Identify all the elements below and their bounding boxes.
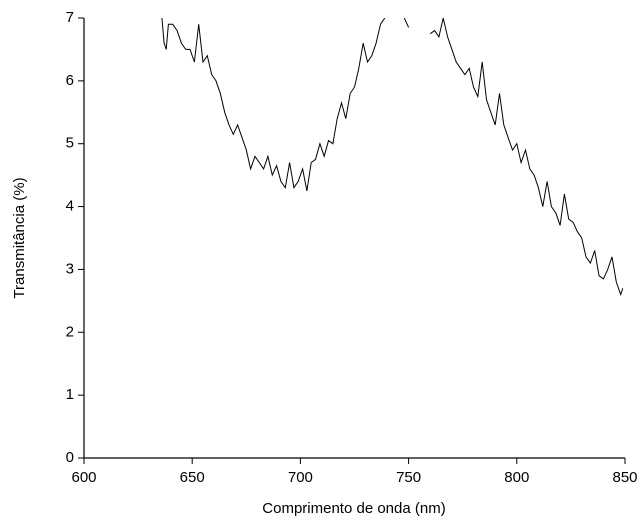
x-tick-label: 800 bbox=[504, 469, 529, 486]
x-tick-label: 650 bbox=[180, 469, 205, 486]
y-tick-label: 3 bbox=[66, 260, 74, 277]
x-tick-label: 850 bbox=[612, 469, 637, 486]
y-tick-label: 2 bbox=[66, 323, 74, 340]
x-tick-label: 700 bbox=[288, 469, 313, 486]
y-tick-label: 5 bbox=[66, 135, 74, 152]
x-tick-label: 750 bbox=[396, 469, 421, 486]
y-tick-label: 1 bbox=[66, 386, 74, 403]
y-tick-label: 7 bbox=[66, 9, 74, 26]
y-tick-label: 0 bbox=[66, 449, 74, 466]
x-tick-label: 600 bbox=[71, 469, 96, 486]
y-axis-label: Transmitância (%) bbox=[11, 177, 28, 298]
y-tick-label: 4 bbox=[66, 198, 74, 215]
x-axis-label: Comprimento de onda (nm) bbox=[262, 500, 445, 517]
data-line bbox=[161, 18, 624, 297]
y-tick-label: 6 bbox=[66, 72, 74, 89]
